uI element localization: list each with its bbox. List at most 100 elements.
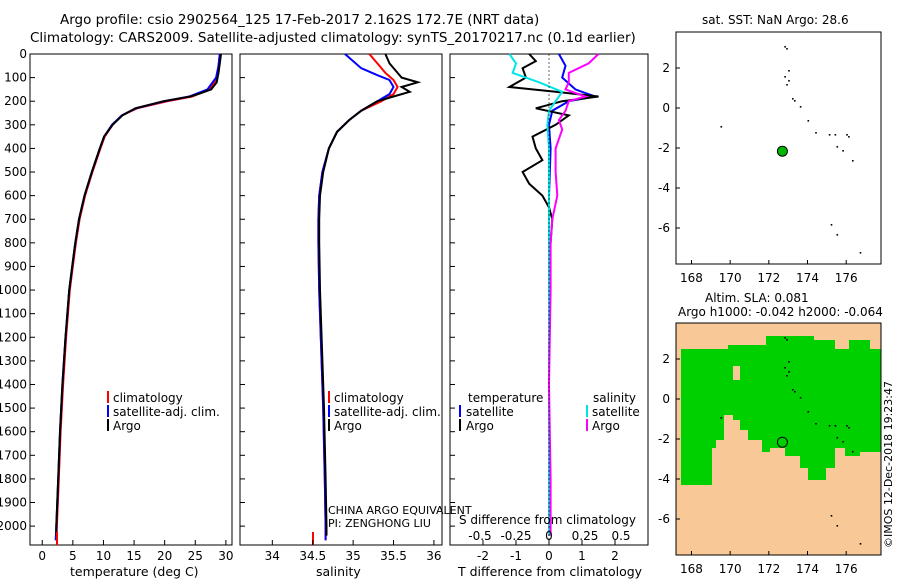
map-y-tick-label: -4 <box>658 181 670 195</box>
diff-legend-sal-argo-label: Argo <box>592 419 620 433</box>
x-tick-label: 5 <box>69 549 77 563</box>
sal-legend-climatology-label: climatology <box>334 391 404 405</box>
island-dot <box>786 339 788 341</box>
s-tick-label: -0.25 <box>500 529 531 543</box>
s-tick-label: 0 <box>545 529 553 543</box>
depth-tick-label: 700 <box>4 212 27 226</box>
map-x-tick-label: 168 <box>680 271 703 285</box>
depth-tick-label: 500 <box>4 165 27 179</box>
island-dot <box>788 361 790 363</box>
x-tick-label: -1 <box>510 549 522 563</box>
island-dot <box>815 423 817 425</box>
map-y-tick-label: 0 <box>662 101 670 115</box>
island-dot <box>848 136 850 138</box>
island-dot <box>784 367 786 369</box>
s-tick-label: 0.25 <box>572 529 599 543</box>
island-dot <box>848 427 850 429</box>
s-tick-label: 0.5 <box>611 529 630 543</box>
x-tick-label: 20 <box>157 549 172 563</box>
depth-axis-labels: 0 100 200 300 400 500 600 700 800 900 1000 1100 1200… <box>0 47 455 533</box>
island-dot <box>792 389 794 391</box>
salinity-panel: 34 34.5 35 35.5 36 salinity climatology sate… <box>239 53 472 579</box>
island-dot <box>786 84 788 86</box>
legend-salinity-title: salinity <box>593 391 636 405</box>
island-dot <box>792 98 794 100</box>
map-y-tick-label: 2 <box>662 352 670 366</box>
series-line-climatology <box>55 53 221 541</box>
map-x-tick-label: 174 <box>796 271 819 285</box>
island-dot <box>834 425 837 427</box>
sst-map-title: sat. SST: NaN Argo: 28.6 <box>702 13 849 27</box>
island-dot <box>842 441 844 443</box>
x-tick-label: 36 <box>426 549 441 563</box>
map-x-tick-label: 174 <box>796 562 819 576</box>
salinity-frame <box>239 53 443 546</box>
island-dot <box>830 224 833 226</box>
island-dot <box>786 48 788 50</box>
island-dot <box>720 417 723 419</box>
series-line-temperature-satellite <box>547 53 600 536</box>
x-tick-label: 25 <box>188 549 203 563</box>
s-difference-label: S difference from climatology <box>459 513 636 527</box>
footer-credit: ©IMOS 12-Dec-2018 19:23:47 <box>882 381 895 548</box>
island-dot <box>836 437 839 439</box>
depth-tick-label: 1300 <box>0 354 27 368</box>
difference-panel: -2 -1 0 1 2 -0.5 -0.25 0 0.25 0.5 S difference f… <box>449 53 649 579</box>
watermark-line-2: PI: ZENGHONG LIU <box>328 517 431 530</box>
x-tick-label: 10 <box>96 549 111 563</box>
island-dot <box>834 134 837 136</box>
legend-temperature-title: temperature <box>468 391 543 405</box>
diff-legend-temp-argo-label: Argo <box>466 419 494 433</box>
diff-legend-temp-satellite-label: satellite <box>466 405 514 419</box>
depth-tick-label: 1200 <box>0 330 27 344</box>
depth-tick-label: 2000 <box>0 519 27 533</box>
altimetry-map-subtitle: Argo h1000: -0.042 h2000: -0.064 <box>678 305 883 319</box>
map-y-tick-label: -6 <box>658 512 670 526</box>
title-line-2: Climatology: CARS2009. Satellite-adjuste… <box>30 30 636 46</box>
depth-tick-label: 1100 <box>0 307 27 321</box>
salinity-xlabel: salinity <box>316 564 361 579</box>
t-difference-label: T difference from climatology <box>457 564 643 579</box>
x-tick-label: 15 <box>126 549 141 563</box>
map-y-tick-label: -2 <box>658 141 670 155</box>
series-line-salinity-argo <box>547 53 600 536</box>
island-dot <box>788 70 790 72</box>
depth-tick-label: 100 <box>4 71 27 85</box>
depth-tick-label: 200 <box>4 94 27 108</box>
x-tick-label: 34 <box>265 549 280 563</box>
depth-tick-label: 300 <box>4 118 27 132</box>
sal-legend-satellite-label: satellite-adj. clim. <box>334 405 441 419</box>
title-line-1: Argo profile: csio 2902564_125 17-Feb-20… <box>60 12 539 28</box>
map-x-tick-label: 176 <box>835 562 858 576</box>
legend-climatology-label: climatology <box>113 391 183 405</box>
map-x-tick-label: 172 <box>757 562 780 576</box>
depth-tick-label: 800 <box>4 236 27 250</box>
x-tick-label: 30 <box>218 549 233 563</box>
depth-tick-label: 1500 <box>0 401 27 415</box>
island-dot <box>852 160 854 162</box>
series-line-argo <box>318 53 422 536</box>
depth-tick-label: 600 <box>4 189 27 203</box>
island-dot <box>786 375 788 377</box>
x-tick-label: 0 <box>38 549 46 563</box>
temperature-frame <box>29 53 233 546</box>
x-tick-label: -2 <box>477 549 489 563</box>
temperature-xlabel: temperature (deg C) <box>70 564 199 579</box>
x-tick-label: 2 <box>611 549 619 563</box>
island-dot <box>788 80 790 82</box>
legend-satellite-label: satellite-adj. clim. <box>113 405 220 419</box>
island-dot <box>784 46 786 48</box>
map-y-tick-label: -4 <box>658 472 670 486</box>
x-tick-label: 34.5 <box>299 549 326 563</box>
island-dot <box>784 76 786 78</box>
map-x-tick-label: 170 <box>719 562 742 576</box>
island-dot <box>788 371 790 373</box>
altimetry-ocean-anomaly <box>681 336 881 485</box>
island-dot <box>836 234 839 236</box>
island-dot <box>836 525 839 527</box>
s-tick-label: -0.5 <box>468 529 491 543</box>
island-dot <box>836 146 839 148</box>
sst-map-panel: sat. SST: NaN Argo: 28.6 168 170 172 174 176… <box>658 13 882 285</box>
map-x-tick-label: 168 <box>680 562 703 576</box>
